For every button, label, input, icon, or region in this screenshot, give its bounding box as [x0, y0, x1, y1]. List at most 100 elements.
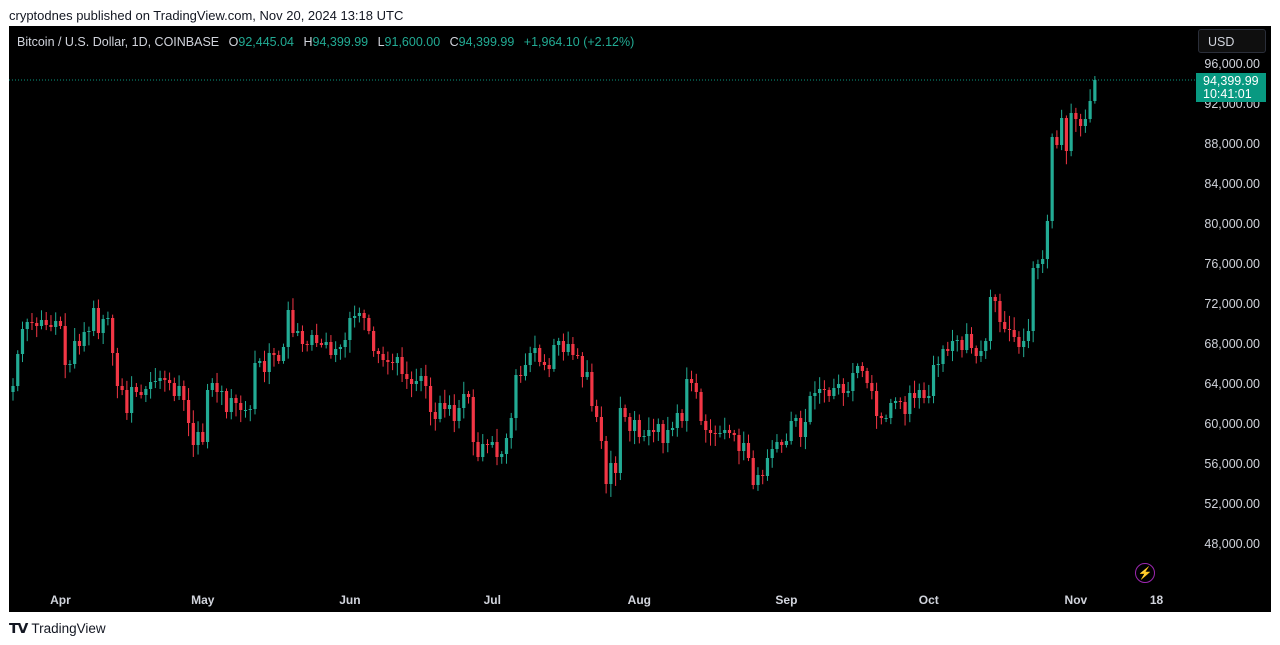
candle-body [92, 308, 96, 331]
candle-body [661, 424, 665, 443]
candle-body [353, 316, 357, 318]
candle-body [519, 375, 523, 376]
candle-body [30, 322, 34, 323]
open-value: 92,445.04 [238, 35, 294, 49]
candle-body [884, 418, 888, 419]
candle-body [186, 400, 191, 423]
candle-body [367, 318, 371, 331]
candle-body [182, 386, 186, 400]
price-axis-label: 52,000.00 [1204, 497, 1260, 511]
price-axis-label: 48,000.00 [1204, 537, 1260, 551]
candle-body [561, 341, 566, 352]
candle-body [628, 417, 632, 431]
change-value: +1,964.10 (+2.12%) [523, 35, 635, 49]
candle-body [837, 384, 841, 388]
candle-body [609, 463, 613, 484]
candle-body [1060, 118, 1064, 145]
candle-body [139, 392, 143, 395]
candle-body [224, 391, 229, 412]
candle-body [277, 355, 281, 361]
candle-body [315, 335, 319, 343]
currency-button[interactable]: USD [1198, 29, 1266, 53]
candle-body [338, 347, 343, 349]
candle-body [163, 378, 167, 380]
candle-body [35, 323, 39, 326]
candle-body [704, 421, 708, 430]
candle-body [191, 423, 195, 445]
candle-body [196, 432, 200, 445]
candle-body [220, 391, 224, 392]
candle-body [291, 310, 295, 333]
candle-body [742, 443, 746, 451]
high-value: 94,399.99 [312, 35, 369, 49]
price-axis-label: 60,000.00 [1204, 417, 1260, 431]
candle-body [770, 449, 774, 458]
candle-body [670, 428, 675, 430]
symbol-title[interactable]: Bitcoin / U.S. Dollar, 1D, COINBASE [17, 35, 220, 49]
candle-body [604, 441, 608, 484]
candle-body [595, 406, 599, 417]
publisher-line: cryptodnes published on TradingView.com,… [9, 8, 404, 23]
candle-body [917, 390, 921, 398]
candle-body [376, 351, 380, 354]
candle-body [286, 310, 290, 347]
chart-pane[interactable]: 96,000.00 92,000.00 88,000.00 84,000.00 80,0… [9, 26, 1271, 612]
candle-body [542, 362, 547, 365]
candle-body [462, 394, 466, 408]
time-axis-label: Apr [50, 593, 71, 607]
candle-body [16, 354, 20, 386]
candle-body [424, 376, 428, 386]
candle-body [1064, 118, 1068, 151]
lightning-icon[interactable]: ⚡ [1135, 563, 1155, 583]
price-axis[interactable]: 96,000.0092,000.0088,000.0084,000.0080,0… [1204, 57, 1260, 551]
candle-body [1003, 322, 1007, 329]
candle-body [723, 430, 727, 433]
time-axis-label: Oct [919, 593, 939, 607]
candle-body [699, 392, 703, 421]
candle-body [509, 418, 513, 438]
candle-body [452, 405, 456, 421]
candle-body [329, 342, 333, 355]
candlestick-chart[interactable]: 96,000.0092,000.0088,000.0084,000.0080,0… [9, 26, 1271, 612]
candle-body [552, 345, 556, 369]
candle-body [988, 297, 993, 341]
price-axis-label: 80,000.00 [1204, 217, 1260, 231]
candle-body [457, 408, 461, 421]
candle-body [571, 344, 575, 355]
candle-body [386, 360, 390, 362]
candle-body [391, 362, 395, 363]
time-axis[interactable]: Apr May Jun Jul Aug Sep Oct Nov 18 [50, 593, 1163, 607]
candle-body [846, 391, 850, 393]
candle-body [651, 430, 656, 432]
candle-body [490, 442, 494, 445]
candle-body [381, 354, 385, 360]
candle-body [73, 341, 77, 364]
candle-body [229, 398, 233, 412]
candle-body [101, 319, 105, 333]
candle-body [149, 382, 153, 389]
time-axis-label: May [191, 593, 215, 607]
high-label: H [303, 35, 313, 49]
candle-body [865, 371, 869, 383]
candle-body [443, 403, 447, 409]
candle-body [908, 393, 912, 414]
candle-body [481, 444, 485, 457]
candle-body [647, 430, 651, 436]
candle-body [372, 331, 376, 351]
candle-body [751, 458, 755, 485]
close-label: C [449, 35, 459, 49]
candle-body [405, 374, 409, 379]
candle-body [428, 386, 433, 412]
close-value: 94,399.99 [458, 35, 515, 49]
candle-body [172, 383, 176, 396]
candle-body [82, 332, 86, 346]
candle-body [215, 383, 219, 392]
time-axis-label: Jul [484, 593, 501, 607]
candle-body [130, 387, 134, 413]
candle-body [889, 403, 893, 418]
candle-body [125, 390, 129, 413]
candle-body [936, 364, 940, 365]
candle-body [39, 320, 44, 326]
candle-body [1041, 259, 1045, 264]
candle-body [941, 349, 945, 364]
